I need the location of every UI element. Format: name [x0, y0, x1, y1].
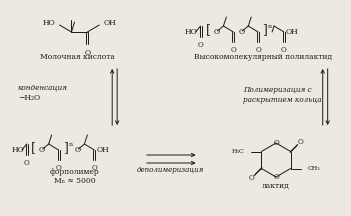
Text: CH₃: CH₃ [307, 166, 320, 171]
Text: O: O [231, 46, 236, 54]
Text: O: O [249, 173, 254, 181]
Text: [: [ [206, 24, 210, 37]
Text: HO: HO [185, 28, 198, 36]
Text: O: O [39, 146, 45, 154]
Text: HO: HO [12, 146, 25, 154]
Text: H₃C: H₃C [232, 149, 245, 154]
Text: O: O [298, 138, 304, 146]
Text: OH: OH [286, 28, 299, 36]
Text: n: n [268, 24, 272, 29]
Text: [: [ [31, 141, 36, 154]
Text: OH: OH [103, 19, 116, 27]
Text: n: n [68, 141, 73, 146]
Text: ]: ] [62, 141, 67, 154]
Text: O: O [56, 164, 61, 172]
Text: форполимер: форполимер [49, 168, 99, 176]
Text: OH: OH [96, 146, 109, 154]
Text: конденсация: конденсация [18, 84, 68, 92]
Text: Mₙ ≈ 5000: Mₙ ≈ 5000 [54, 177, 95, 185]
Text: ]: ] [262, 24, 267, 37]
Text: O: O [198, 41, 204, 49]
Text: O: O [84, 49, 91, 57]
Text: HO: HO [43, 19, 55, 27]
Text: Высокомолекулярный полилактид: Высокомолекулярный полилактид [194, 53, 332, 61]
Text: Полимеризация с: Полимеризация с [243, 86, 312, 94]
Text: O: O [213, 28, 220, 36]
Text: −H₂O: −H₂O [18, 94, 40, 102]
Text: O: O [92, 164, 97, 172]
Text: раскрытием кольца: раскрытием кольца [243, 96, 322, 104]
Text: деполимеризация: деполимеризация [137, 166, 204, 174]
Text: O: O [74, 146, 81, 154]
Text: O: O [281, 46, 287, 54]
Text: Молочная кислота: Молочная кислота [40, 53, 115, 61]
Text: O: O [24, 159, 30, 167]
Text: лактид: лактид [262, 182, 290, 190]
Text: O: O [273, 173, 279, 181]
Text: O: O [238, 28, 244, 36]
Text: O: O [255, 46, 261, 54]
Text: O: O [273, 139, 279, 147]
